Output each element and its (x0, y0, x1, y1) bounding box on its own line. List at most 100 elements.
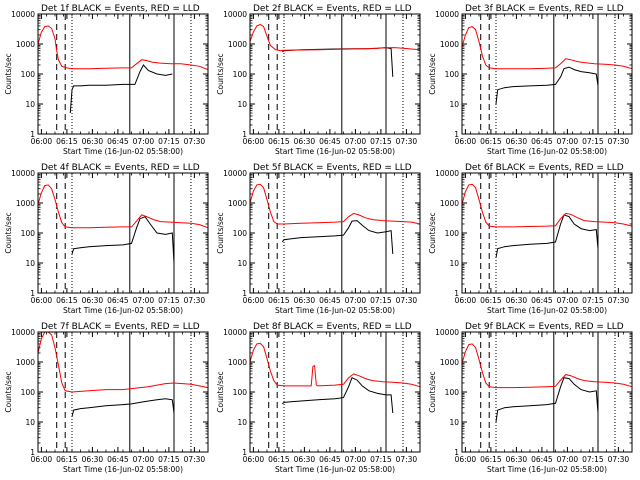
x-tick-label: 07:00 (133, 137, 155, 146)
detector-panel-4: Det 4f BLACK = Events, RED = LLD 1 10 100 10… (4, 163, 209, 315)
y-tick-label: 10 (237, 259, 247, 268)
events-series-line (495, 214, 599, 258)
x-tick-label: 06:15 (56, 137, 78, 146)
x-tick-label: 06:15 (268, 296, 290, 305)
panel-title: Det 6f BLACK = Events, RED = LLD (465, 163, 624, 173)
events-series-line (69, 64, 173, 114)
y-tick-label: 10000 (223, 328, 247, 337)
panel-title: Det 7f BLACK = Events, RED = LLD (41, 322, 200, 332)
y-axis-label: Counts/sec (4, 53, 13, 94)
x-tick-label: 06:30 (506, 296, 528, 305)
y-tick-label: 1 (30, 448, 35, 457)
x-tick-label: 06:30 (82, 137, 104, 146)
panel-title: Det 8f BLACK = Events, RED = LLD (253, 322, 412, 332)
lld-series-line (461, 183, 633, 228)
x-tick-label: 06:45 (107, 137, 129, 146)
x-tick-label: 06:30 (506, 455, 528, 464)
x-tick-label: 07:30 (396, 455, 418, 464)
y-tick-label: 10 (25, 100, 35, 109)
y-tick-label: 1000 (16, 199, 35, 208)
y-axis-label: Counts/sec (216, 53, 225, 94)
plot-frame (249, 13, 421, 135)
x-tick-label: 07:30 (608, 455, 630, 464)
x-tick-label: 06:00 (243, 137, 265, 146)
x-axis-label: Start Time (16-Jun-02 05:58:00) (63, 465, 183, 474)
y-tick-label: 1000 (228, 40, 247, 49)
y-tick-label: 10 (449, 418, 459, 427)
y-tick-label: 100 (445, 388, 460, 397)
y-axis-label: Counts/sec (428, 371, 437, 412)
y-tick-label: 1000 (440, 199, 459, 208)
events-series-line (282, 47, 394, 77)
plot-frame (249, 172, 421, 294)
y-tick-label: 1 (454, 289, 459, 298)
events-series-line (71, 398, 175, 417)
x-tick-label: 07:30 (184, 137, 206, 146)
x-tick-label: 07:15 (158, 455, 180, 464)
lld-series-line (37, 25, 209, 71)
plot-frame (461, 13, 633, 135)
detector-panel-6: Det 6f BLACK = Events, RED = LLD 1 10 100 10… (428, 163, 633, 315)
x-tick-label: 06:15 (480, 455, 502, 464)
y-tick-label: 1000 (16, 40, 35, 49)
x-tick-label: 06:15 (56, 455, 78, 464)
y-tick-label: 1 (30, 289, 35, 298)
x-axis-label: Start Time (16-Jun-02 05:58:00) (487, 465, 607, 474)
x-tick-label: 06:45 (319, 137, 341, 146)
x-tick-label: 06:45 (531, 296, 553, 305)
x-tick-label: 06:15 (480, 137, 502, 146)
lld-series-line (461, 343, 633, 389)
x-tick-label: 06:00 (31, 296, 53, 305)
panel-title: Det 2f BLACK = Events, RED = LLD (253, 4, 412, 14)
x-axis-label: Start Time (16-Jun-02 05:58:00) (275, 465, 395, 474)
x-tick-label: 06:15 (56, 296, 78, 305)
y-tick-label: 100 (21, 229, 36, 238)
x-tick-label: 07:15 (370, 137, 392, 146)
panel-title: Det 5f BLACK = Events, RED = LLD (253, 163, 412, 173)
y-tick-label: 1 (242, 448, 247, 457)
plot-frame (37, 13, 209, 135)
y-tick-label: 100 (233, 388, 248, 397)
x-tick-label: 07:00 (345, 137, 367, 146)
detector-panel-7: Det 7f BLACK = Events, RED = LLD 1 10 100 10… (4, 322, 209, 474)
x-tick-label: 07:15 (582, 455, 604, 464)
y-tick-label: 10000 (223, 10, 247, 19)
events-series-line (281, 220, 394, 255)
x-tick-label: 06:30 (294, 455, 316, 464)
x-tick-label: 07:00 (557, 455, 579, 464)
x-tick-label: 06:30 (82, 296, 104, 305)
x-axis-label: Start Time (16-Jun-02 05:58:00) (275, 147, 395, 156)
events-series-line (495, 66, 599, 105)
y-tick-label: 10000 (223, 169, 247, 178)
y-tick-label: 100 (21, 388, 36, 397)
y-tick-label: 10 (237, 100, 247, 109)
x-tick-label: 06:30 (506, 137, 528, 146)
x-tick-label: 07:00 (133, 296, 155, 305)
y-tick-label: 10000 (435, 169, 459, 178)
y-axis-label: Counts/sec (216, 371, 225, 412)
y-axis-label: Counts/sec (4, 212, 13, 253)
y-tick-label: 10000 (11, 328, 35, 337)
x-tick-label: 07:00 (557, 137, 579, 146)
lld-series-line (461, 26, 633, 70)
x-tick-label: 07:00 (133, 455, 155, 464)
x-tick-label: 07:30 (184, 296, 206, 305)
x-tick-label: 06:45 (107, 296, 129, 305)
x-tick-label: 06:00 (455, 137, 477, 146)
y-tick-label: 1000 (16, 358, 35, 367)
panel-title: Det 3f BLACK = Events, RED = LLD (465, 4, 624, 14)
plot-frame (249, 331, 421, 453)
lld-series-line (249, 23, 421, 52)
y-tick-label: 10 (237, 418, 247, 427)
y-tick-label: 10000 (435, 10, 459, 19)
x-tick-label: 07:15 (158, 296, 180, 305)
events-series-line (495, 377, 599, 423)
events-series-line (281, 377, 394, 414)
x-axis-label: Start Time (16-Jun-02 05:58:00) (275, 306, 395, 315)
x-tick-label: 06:30 (294, 137, 316, 146)
y-tick-label: 1000 (440, 358, 459, 367)
lld-series-line (37, 184, 209, 229)
y-tick-label: 10000 (11, 169, 35, 178)
plot-frame (461, 172, 633, 294)
y-axis-label: Counts/sec (428, 212, 437, 253)
